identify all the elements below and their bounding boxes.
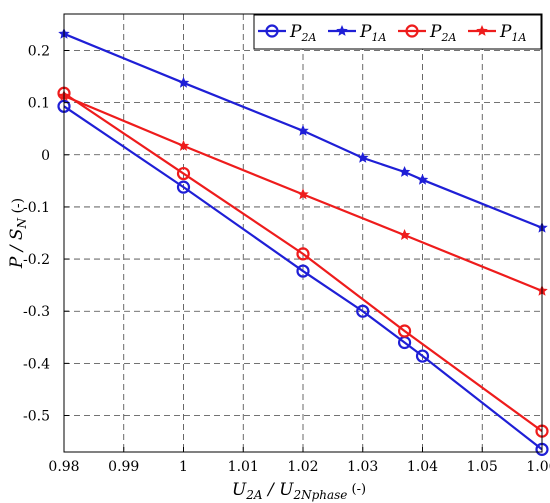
legend-label: P2A: [289, 22, 316, 44]
series-layer: [57, 27, 549, 456]
y-tick-label: 0.1: [28, 96, 50, 112]
data-point: [415, 349, 430, 363]
x-tick-label: 0.99: [108, 459, 139, 475]
x-tick-label: 1.05: [467, 459, 498, 475]
legend-item: P1A: [468, 22, 526, 44]
series-line: [63, 92, 543, 433]
series-2: [58, 27, 548, 233]
y-tick-label: -0.3: [23, 304, 50, 320]
data-point: [297, 124, 309, 136]
data-point: [398, 165, 411, 177]
y-axis-label: P / SN (-): [7, 198, 29, 269]
x-tick-label: 0.98: [48, 459, 79, 475]
data-point: [177, 139, 190, 151]
y-tick-label: -0.5: [23, 409, 50, 425]
legend-label: P2A: [429, 22, 456, 44]
data-point: [356, 151, 369, 163]
legend-item: P2A: [258, 22, 316, 44]
x-tick-label: 1.03: [347, 459, 378, 475]
y-axis: 0.2 0.1 0 -0.1 -0.2 -0.3 -0.4 -0.5: [23, 44, 69, 425]
x-axis: 0.98 0.99 1 1.01 1.02 1.03 1.04 1.05 1.06: [48, 447, 550, 475]
data-point: [265, 24, 279, 38]
legend-item: P2A: [398, 22, 456, 44]
data-point: [405, 24, 419, 38]
y-tick-label: -0.4: [23, 356, 50, 372]
y-tick-label: 0: [41, 148, 50, 164]
data-point: [336, 24, 348, 36]
series-line: [63, 105, 543, 451]
x-tick-label: 1.02: [287, 459, 318, 475]
data-point: [176, 180, 191, 194]
data-point: [356, 304, 370, 318]
x-tick-label: 1: [179, 459, 188, 475]
y-tick-label: -0.2: [23, 252, 50, 268]
data-point: [176, 166, 191, 181]
x-tick-label: 1.01: [228, 459, 259, 475]
data-point: [296, 264, 310, 278]
data-point: [397, 324, 412, 338]
x-tick-label: 1.06: [526, 459, 550, 475]
x-tick-label: 1.04: [407, 459, 438, 475]
y-tick-label: -0.1: [23, 200, 50, 216]
legend: P2A P1A P2A P1A: [253, 14, 542, 50]
legend-label: P1A: [499, 22, 526, 44]
data-point: [177, 76, 190, 88]
legend-label: P1A: [359, 22, 386, 44]
data-point: [398, 229, 411, 240]
data-point: [416, 173, 429, 185]
grid: [64, 14, 543, 452]
data-point: [476, 24, 488, 36]
data-point: [296, 247, 310, 261]
x-axis-label: U2A / U2Nphase (-): [232, 480, 366, 502]
legend-item: P1A: [328, 22, 386, 44]
y-tick-label: 0.2: [28, 44, 50, 60]
data-point: [297, 188, 309, 200]
